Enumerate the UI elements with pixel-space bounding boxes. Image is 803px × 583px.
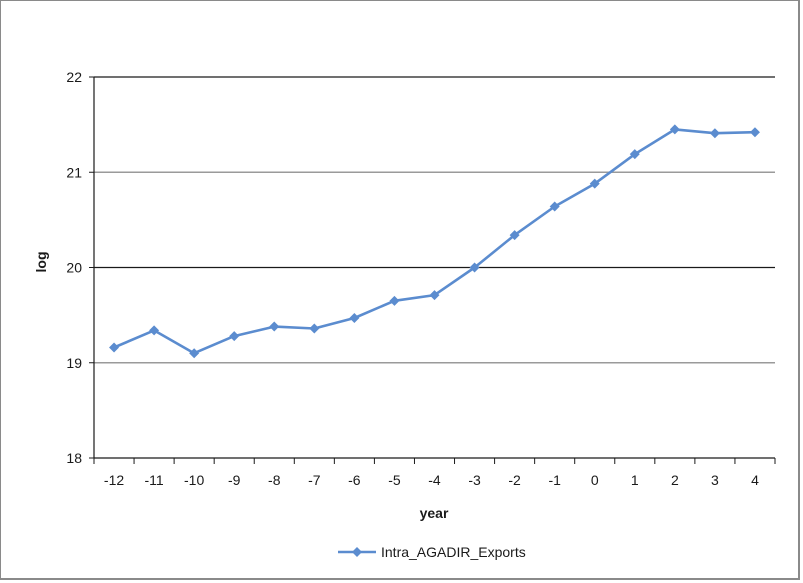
x-tick-label: -12: [104, 472, 124, 488]
x-tick-label: -10: [184, 472, 204, 488]
data-point: [309, 323, 320, 334]
y-tick-label: 22: [66, 69, 82, 85]
x-tick-label: -8: [268, 472, 281, 488]
y-tick-label: 18: [66, 450, 82, 466]
x-tick-label: 1: [631, 472, 639, 488]
x-tick-label: 3: [711, 472, 719, 488]
x-tick-label: -4: [428, 472, 441, 488]
y-tick-label: 19: [66, 355, 82, 371]
y-tick-label: 20: [66, 260, 82, 276]
data-point: [189, 348, 200, 359]
x-tick-label: -3: [468, 472, 481, 488]
data-point: [669, 124, 680, 135]
y-tick-labels: 18 19 20 21 22: [66, 69, 82, 466]
x-tick-label: -6: [348, 472, 361, 488]
x-tick-label: 4: [751, 472, 759, 488]
data-point: [429, 290, 440, 301]
data-point: [509, 230, 520, 241]
x-tick-labels: -12 -11 -10 -9 -8 -7 -6 -5 -4 -3 -2 -1 0 1 2 3 4: [104, 472, 759, 488]
data-point: [149, 325, 160, 336]
data-point: [589, 178, 600, 189]
data-point: [349, 312, 360, 323]
x-tick-label: -7: [308, 472, 321, 488]
x-tick-label: -1: [548, 472, 561, 488]
data-point: [229, 331, 240, 342]
data-point: [389, 295, 400, 306]
x-axis-title: year: [420, 505, 449, 521]
x-tick-label: -11: [144, 472, 163, 488]
axes: [89, 76, 776, 464]
x-tick-label: -2: [508, 472, 521, 488]
legend-marker: [352, 547, 362, 557]
x-tick-label: -9: [228, 472, 241, 488]
data-point: [749, 127, 760, 138]
y-tick-label: 21: [66, 164, 82, 180]
x-tick-label: -5: [388, 472, 401, 488]
data-point: [469, 262, 480, 273]
series-line: [113, 128, 756, 355]
grid-lines: [94, 76, 775, 364]
data-point: [269, 321, 280, 332]
data-point: [549, 201, 560, 212]
legend-label: Intra_AGADIR_Exports: [381, 544, 526, 560]
series-group: [109, 124, 760, 359]
data-point: [629, 149, 640, 160]
x-tick-label: 2: [671, 472, 679, 488]
y-axis-title: log: [33, 252, 49, 273]
x-tick-label: 0: [591, 472, 599, 488]
data-point: [709, 128, 720, 139]
data-point: [109, 342, 120, 353]
legend: Intra_AGADIR_Exports: [338, 544, 526, 560]
